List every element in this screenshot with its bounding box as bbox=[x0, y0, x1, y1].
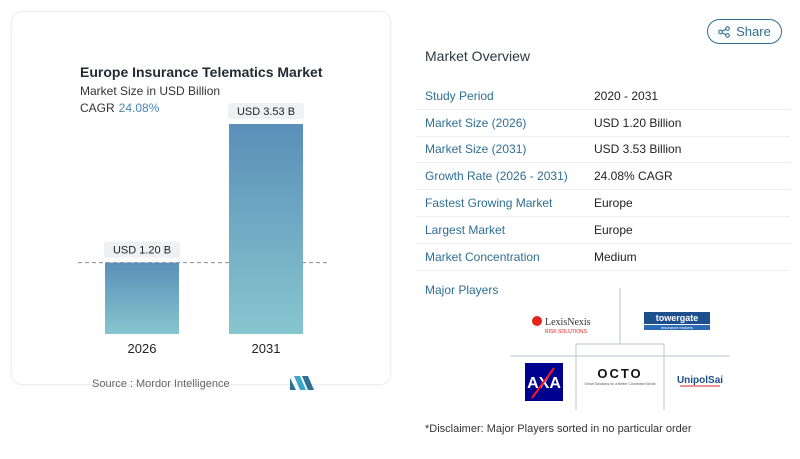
svg-text:Smart Solutions for a Better C: Smart Solutions for a Better Connected W… bbox=[585, 382, 656, 386]
players-logo-grid: LexisNexis RISK SOLUTIONS towergate insu… bbox=[510, 288, 730, 410]
svg-text:insurance brokers: insurance brokers bbox=[661, 325, 693, 330]
svg-text:RISK SOLUTIONS: RISK SOLUTIONS bbox=[545, 329, 588, 335]
overview-row: Study Period 2020 - 2031 bbox=[416, 83, 790, 110]
overview-key: Market Concentration bbox=[425, 249, 540, 264]
share-button[interactable]: Share bbox=[707, 19, 782, 44]
svg-text:UnipolSai: UnipolSai bbox=[677, 375, 723, 386]
overview-key: Market Size (2031) bbox=[425, 142, 527, 157]
svg-text:LexisNexis: LexisNexis bbox=[545, 317, 591, 328]
source-note: Source : Mordor Intelligence bbox=[92, 378, 230, 390]
data-label: USD 1.20 B bbox=[113, 245, 171, 257]
cagr-label: CAGR bbox=[80, 101, 115, 115]
overview-value: USD 1.20 Billion bbox=[594, 115, 682, 130]
x-tick-label: 2026 bbox=[128, 341, 157, 356]
overview-key: Fastest Growing Market bbox=[425, 196, 553, 211]
overview-key: Growth Rate (2026 - 2031) bbox=[425, 169, 568, 184]
disclaimer: *Disclaimer: Major Players sorted in no … bbox=[425, 423, 692, 435]
chart-title: Europe Insurance Telematics Market bbox=[80, 64, 323, 80]
overview-value: 2020 - 2031 bbox=[594, 88, 659, 103]
overview-value: Europe bbox=[594, 196, 633, 211]
overview-value: Medium bbox=[594, 249, 637, 264]
overview-key: Market Size (2026) bbox=[425, 115, 527, 130]
overview-key: Largest Market bbox=[425, 222, 506, 237]
bar-chart: USD 1.20 B 2026 USD 3.53 B 2031 bbox=[78, 103, 330, 356]
overview-row: Market Size (2031) USD 3.53 Billion bbox=[416, 137, 790, 164]
overview-row: Growth Rate (2026 - 2031) 24.08% CAGR bbox=[416, 163, 790, 191]
overview-row: Market Size (2026) USD 1.20 Billion bbox=[416, 110, 790, 137]
share-icon bbox=[718, 25, 730, 38]
overview-value: USD 3.53 Billion bbox=[594, 142, 682, 157]
x-tick-label: 2031 bbox=[252, 341, 281, 356]
octo-logo: OCTO Smart Solutions for a Better Connec… bbox=[585, 366, 656, 386]
overview-value: 24.08% CAGR bbox=[594, 169, 673, 184]
data-label: USD 3.53 B bbox=[237, 106, 295, 118]
svg-text:towergate: towergate bbox=[656, 313, 699, 323]
overview-value: Europe bbox=[594, 222, 633, 237]
chart-card: Europe Insurance Telematics Market Marke… bbox=[12, 12, 390, 390]
lexisnexis-logo: LexisNexis RISK SOLUTIONS bbox=[532, 316, 591, 335]
share-label: Share bbox=[736, 24, 771, 39]
players-title: Major Players bbox=[425, 283, 499, 297]
svg-text:OCTO: OCTO bbox=[597, 366, 642, 381]
overview-row: Largest Market Europe bbox=[416, 217, 790, 244]
data-label-box bbox=[228, 103, 304, 119]
towergate-logo: towergate insurance brokers bbox=[644, 312, 710, 330]
axa-logo: AXA bbox=[525, 363, 563, 401]
overview-key: Study Period bbox=[425, 88, 494, 103]
overview-row: Market Concentration Medium bbox=[416, 244, 790, 271]
chart-subtitle: Market Size in USD Billion bbox=[80, 84, 221, 98]
data-label-box bbox=[104, 241, 180, 258]
bar-2031 bbox=[229, 124, 303, 334]
unipolsai-logo: UnipolSai bbox=[677, 375, 723, 387]
cagr-value: 24.08% bbox=[118, 101, 160, 115]
overview-table: Study Period 2020 - 2031 Market Size (2026… bbox=[416, 83, 790, 271]
cagr-line: CAGR 24.08% bbox=[80, 101, 159, 115]
bar-2026 bbox=[105, 262, 179, 334]
overview-title: Market Overview bbox=[425, 48, 531, 64]
mordor-logo-icon bbox=[290, 376, 314, 390]
svg-text:AXA: AXA bbox=[527, 375, 561, 392]
overview-row: Fastest Growing Market Europe bbox=[416, 190, 790, 217]
